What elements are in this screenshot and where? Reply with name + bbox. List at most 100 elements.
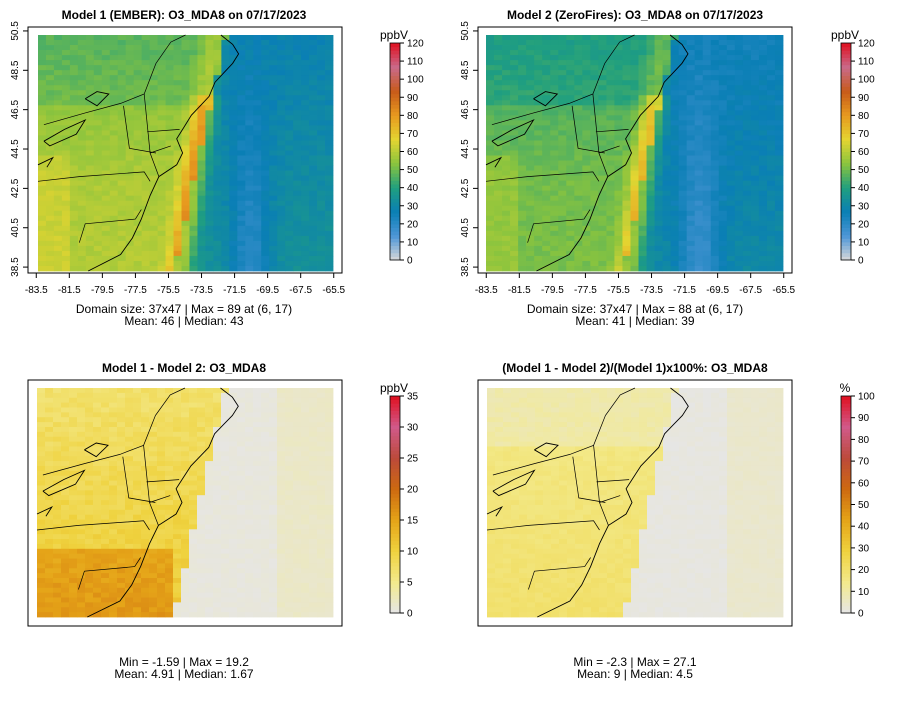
heatmap-cell — [542, 246, 550, 251]
heatmap-cell — [542, 130, 550, 135]
heatmap-cell — [62, 80, 70, 85]
heatmap-cell — [142, 191, 150, 196]
heatmap-cell — [598, 266, 606, 271]
heatmap-cell — [695, 226, 703, 231]
heatmap-cell — [582, 120, 590, 125]
heatmap-cell — [566, 201, 574, 206]
heatmap-cell — [197, 266, 205, 271]
colorbar-segment — [841, 191, 851, 195]
heatmap-cell — [61, 529, 69, 534]
heatmap-cell — [711, 110, 719, 115]
heatmap-cell — [61, 593, 69, 598]
heatmap-cell — [221, 573, 229, 578]
heatmap-cell — [566, 176, 574, 181]
heatmap-cell — [703, 110, 711, 115]
heatmap-cell — [269, 140, 277, 145]
heatmap-cell — [775, 251, 783, 256]
heatmap-cell — [182, 140, 190, 145]
heatmap-cell — [134, 161, 142, 166]
heatmap-cell — [526, 171, 534, 176]
heatmap-cell — [181, 588, 189, 593]
heatmap-cell — [62, 105, 70, 110]
heatmap-cell — [221, 231, 229, 236]
heatmap-cell — [655, 100, 663, 105]
heatmap-cell — [671, 130, 679, 135]
heatmap-cell — [213, 266, 221, 271]
heatmap-cell — [502, 246, 510, 251]
heatmap-cell — [165, 544, 173, 549]
heatmap-cell — [494, 236, 502, 241]
heatmap-cell — [671, 95, 679, 100]
heatmap-cell — [647, 70, 655, 75]
heatmap-cell — [102, 181, 110, 186]
heatmap-cell — [37, 583, 45, 588]
heatmap-cell — [94, 125, 102, 130]
heatmap-cell — [590, 120, 598, 125]
heatmap-cell — [719, 150, 727, 155]
heatmap-cell — [630, 196, 638, 201]
heatmap-cell — [727, 176, 735, 181]
heatmap-cell — [61, 437, 69, 442]
heatmap-cell — [647, 176, 655, 181]
heatmap-cell — [158, 191, 166, 196]
heatmap-cell — [213, 105, 221, 110]
heatmap-cell — [301, 70, 309, 75]
heatmap-cell — [54, 176, 62, 181]
heatmap-cell — [751, 60, 759, 65]
heatmap-cell — [277, 201, 285, 206]
heatmap-cell — [494, 231, 502, 236]
heatmap-cell — [285, 236, 293, 241]
heatmap-cell — [158, 40, 166, 45]
heatmap-cell — [85, 403, 93, 408]
heatmap-cell — [141, 451, 149, 456]
heatmap-cell — [45, 476, 53, 481]
heatmap-cell — [566, 226, 574, 231]
colorbar-segment — [841, 90, 851, 94]
heatmap-cell — [301, 246, 309, 251]
heatmap-cell — [117, 549, 125, 554]
heatmap-cell — [102, 130, 110, 135]
heatmap-cell — [85, 490, 93, 495]
heatmap-cell — [205, 261, 213, 266]
heatmap-cell — [301, 236, 309, 241]
heatmap-cell — [727, 201, 735, 206]
heatmap-cell — [687, 186, 695, 191]
heatmap-cell — [719, 125, 727, 130]
heatmap-cell — [317, 201, 325, 206]
heatmap-cell — [647, 251, 655, 256]
heatmap-cell — [727, 231, 735, 236]
heatmap-cell — [189, 256, 197, 261]
heatmap-cell — [510, 95, 518, 100]
heatmap-cell — [221, 216, 229, 221]
x-tick-label: -73.5 — [190, 285, 213, 296]
heatmap-cell — [317, 206, 325, 211]
heatmap-cell — [590, 145, 598, 150]
heatmap-cell — [647, 80, 655, 85]
heatmap-cell — [486, 236, 494, 241]
heatmap-cell — [110, 80, 118, 85]
heatmap-cell — [54, 161, 62, 166]
heatmap-cell — [94, 176, 102, 181]
heatmap-cell — [775, 45, 783, 50]
heatmap-cell — [518, 256, 526, 261]
heatmap-cell — [94, 221, 102, 226]
heatmap-cell — [775, 110, 783, 115]
heatmap-cell — [518, 161, 526, 166]
heatmap-cell — [174, 100, 182, 105]
heatmap-cell — [663, 201, 671, 206]
heatmap-cell — [277, 50, 285, 55]
heatmap-cell — [166, 211, 174, 216]
heatmap-cell — [534, 120, 542, 125]
heatmap-cell — [133, 476, 141, 481]
heatmap-cell — [189, 388, 197, 393]
heatmap-cell — [735, 120, 743, 125]
heatmap-cell — [590, 226, 598, 231]
heatmap-cell — [735, 105, 743, 110]
heatmap-cell — [69, 583, 77, 588]
heatmap-cell — [630, 80, 638, 85]
heatmap-cell — [671, 261, 679, 266]
heatmap-cell — [85, 578, 93, 583]
heatmap-cell — [221, 256, 229, 261]
heatmap-cell — [245, 110, 253, 115]
heatmap-cell — [671, 150, 679, 155]
